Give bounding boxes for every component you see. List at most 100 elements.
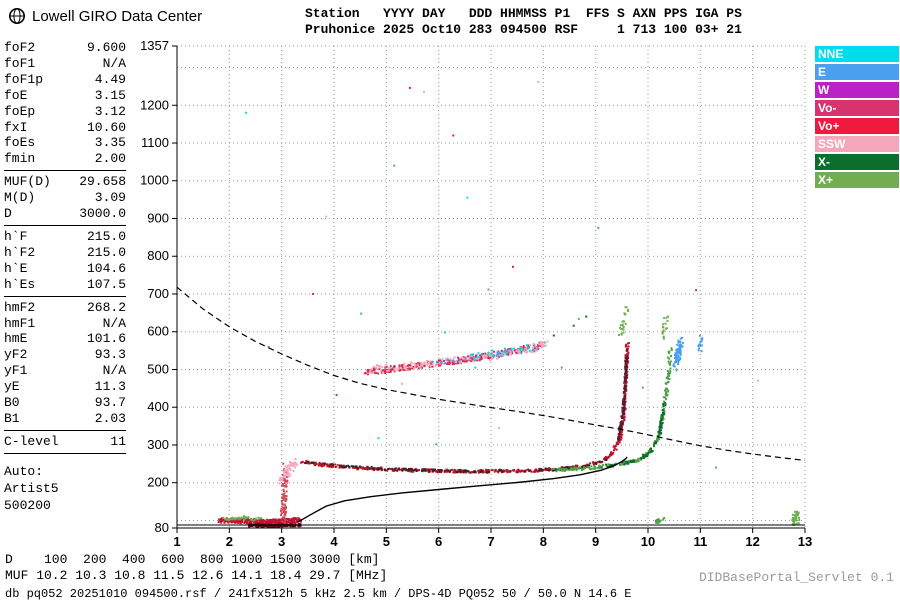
brand-title: Lowell GIRO Data Center: [32, 7, 203, 25]
y-tick-label: 400: [147, 399, 169, 414]
legend: NNE E W Vo- Vo+ SSW X- X+: [815, 46, 899, 190]
muf-table-muf-line: MUF 10.2 10.3 10.8 11.5 12.6 14.1 18.4 2…: [5, 568, 388, 583]
param-row-b1: B1 2.03: [4, 411, 126, 427]
param-label: hmF1: [4, 315, 36, 331]
param-label: M(D): [4, 190, 36, 206]
param-label: hmE: [4, 331, 28, 347]
legend-item-x+: X+: [815, 172, 899, 188]
y-tick-label: 700: [147, 286, 169, 301]
trace-xtrace-darkgreen: [600, 401, 667, 469]
param-row-foe: foE 3.15: [4, 88, 126, 104]
param-value: 11.3: [94, 379, 126, 395]
param-value: 215.0: [86, 244, 126, 260]
param-label: foEp: [4, 103, 36, 119]
param-label: yF1: [4, 363, 28, 379]
legend-item-nne: NNE: [815, 46, 899, 62]
x-tick-label: 5: [383, 534, 390, 549]
y-tick-label: 500: [147, 361, 169, 376]
y-tick-label: 800: [147, 248, 169, 263]
param-label: fmin: [4, 151, 36, 167]
station-header-line1: Station YYYY DAY DDD HHMMSS P1 FFS S AXN…: [305, 6, 742, 21]
trace-bottomright-green: [791, 510, 801, 526]
param-value: 3000.0: [79, 206, 126, 222]
x-tick-label: 3: [278, 534, 285, 549]
x-tick-label: 1: [173, 534, 180, 549]
param-label: yE: [4, 379, 20, 395]
param-row-md: M(D) 3.09: [4, 190, 126, 206]
y-tick-label: 200: [147, 475, 169, 490]
auto-line: Auto:: [4, 463, 44, 479]
true-height-profile-curve: [297, 456, 628, 523]
param-row-foes: foEs 3.35: [4, 135, 126, 151]
param-value: 93.3: [94, 347, 126, 363]
param-label: foF2: [4, 40, 36, 55]
y-tick-label: 600: [147, 324, 169, 339]
param-row-hme: hmE 101.6: [4, 331, 126, 347]
param-row-hf: h`F 215.0: [4, 229, 126, 245]
param-value: 4.49: [94, 71, 126, 87]
x-tick-label: 2: [226, 534, 233, 549]
station-header-line2: Pruhonice 2025 Oct10 283 094500 RSF 1 71…: [305, 22, 742, 37]
param-label: MUF(D): [4, 174, 51, 190]
param-row-he: h`E 104.6: [4, 261, 126, 277]
x-tick-label: 7: [487, 534, 494, 549]
trace-es-band-green: [222, 515, 263, 522]
station-header: Station YYYY DAY DDD HHMMSS P1 FFS S AXN…: [305, 6, 742, 38]
plot-area: 1357 1200 1100 1000 900 800 700 600 500 400 300 200…: [133, 38, 817, 550]
legend-item-e: E: [815, 64, 899, 80]
param-value: 29.658: [79, 174, 126, 190]
auto-line: Artist5: [4, 480, 59, 496]
param-value: 107.5: [86, 276, 126, 292]
param-label: h`F: [4, 228, 28, 244]
giro-logo-icon: [9, 8, 25, 24]
param-label: hmF2: [4, 299, 36, 315]
muf-transmission-curve: [176, 286, 806, 461]
param-row-yf2: yF2 93.3: [4, 347, 126, 363]
trace-ftrace-flat-dark: [305, 459, 608, 474]
param-value: N/A: [102, 55, 126, 71]
param-label: h`F2: [4, 244, 36, 260]
param-row-fof1: foF1 N/A: [4, 56, 126, 72]
param-row-hf2: h`F2 215.0: [4, 245, 126, 261]
param-value: N/A: [102, 363, 126, 379]
param-label: yF2: [4, 347, 28, 363]
param-value: 3.12: [94, 103, 126, 119]
y-tick-label: 1100: [141, 135, 169, 150]
param-value: 3.09: [94, 190, 126, 206]
param-row-hmf2: hmF2 268.2: [4, 300, 126, 316]
y-tick-label: 300: [147, 437, 169, 452]
x-tick-label: 12: [745, 534, 759, 549]
param-separator: [4, 295, 126, 297]
x-tick-label: 6: [435, 534, 442, 549]
param-value: 268.2: [86, 299, 126, 315]
param-value: 11: [110, 433, 126, 449]
trace-secondhop-blue: [431, 346, 539, 365]
param-row-d: D 3000.0: [4, 206, 126, 222]
param-label: foF1: [4, 55, 36, 71]
x-tick-label: 11: [693, 534, 707, 549]
param-label: h`E: [4, 260, 28, 276]
param-label: C-level: [4, 433, 59, 449]
param-value: 3.15: [94, 87, 126, 103]
legend-item-ssw: SSW: [815, 136, 899, 152]
auto-line: 500200: [4, 497, 51, 513]
param-label: D: [4, 206, 12, 222]
trace-spreadf-pink: [278, 458, 299, 485]
param-value: 9.600: [86, 40, 126, 55]
param-row-fmin: fmin 2.00: [4, 151, 126, 167]
noise-points: [245, 80, 759, 469]
x-tick-label: 13: [798, 534, 812, 549]
x-tick-label: 8: [540, 534, 547, 549]
y-tick-label: 1200: [140, 97, 169, 112]
muf-table-d-line: D 100 200 400 600 800 1000 1500 3000 [km…: [5, 552, 380, 567]
param-label: foE: [4, 87, 28, 103]
param-value: 3.35: [94, 135, 126, 151]
param-row-mufd: MUF(D) 29.658: [4, 174, 126, 190]
param-separator: [4, 452, 126, 454]
x-tick-label: 10: [641, 534, 655, 549]
trace-es-x-green: [654, 517, 666, 524]
param-row-clevel: C-level 11: [4, 434, 126, 450]
param-label: foEs: [4, 135, 36, 151]
legend-item-w: W: [815, 82, 899, 98]
